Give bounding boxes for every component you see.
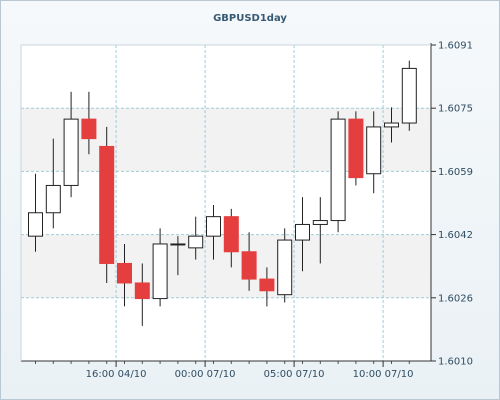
candle: [366, 111, 382, 194]
candle-body-up: [152, 243, 168, 300]
chart-title: GBPUSD1day: [213, 13, 287, 24]
candle-body-up: [330, 118, 346, 222]
candle-body-up: [170, 243, 186, 246]
candle-body-up: [401, 67, 417, 124]
candle-body-up: [188, 235, 204, 249]
candle: [170, 236, 186, 276]
candle-body-down: [241, 251, 257, 280]
y-tick-label: 1.6091: [438, 41, 473, 52]
x-tick-label: 05:00 07/10: [264, 369, 325, 380]
y-tick-label: 1.6026: [438, 293, 473, 304]
candle: [188, 216, 204, 260]
candle-body-up: [384, 122, 399, 128]
candle-body-up: [206, 216, 221, 237]
candle-body-up: [277, 239, 293, 296]
y-tick-label: 1.6059: [438, 167, 473, 178]
candle: [223, 208, 239, 268]
candle: [134, 263, 150, 326]
candle: [384, 107, 399, 143]
candle-body-up: [63, 118, 79, 186]
candle-body-down: [81, 118, 97, 140]
candle: [295, 197, 310, 272]
y-tick-label: 1.6010: [438, 357, 473, 368]
candle: [63, 91, 79, 198]
candle: [330, 111, 346, 233]
candle-body-up: [295, 223, 310, 241]
candle-body-up: [28, 212, 43, 237]
candle: [99, 126, 115, 283]
candle: [117, 243, 132, 307]
candle-body-up: [312, 220, 328, 225]
candle: [152, 228, 168, 307]
candle-body-up: [45, 184, 61, 214]
y-tick-label: 1.6042: [438, 230, 473, 241]
y-tick-label: 1.6075: [438, 104, 473, 115]
candle-body-down: [259, 278, 275, 292]
candle-body-down: [223, 216, 239, 253]
x-tick-label: 16:00 04/10: [86, 369, 147, 380]
candle: [348, 111, 364, 186]
candle: [241, 232, 257, 291]
candle: [206, 204, 221, 260]
candle: [45, 138, 61, 229]
x-tick-label: 10:00 07/10: [353, 369, 414, 380]
plot-area: [21, 45, 431, 361]
candle: [81, 91, 97, 155]
candle: [277, 228, 293, 303]
x-tick-label: 00:00 07/10: [175, 369, 236, 380]
candle-body-down: [134, 282, 150, 300]
candle-body-down: [117, 262, 132, 284]
candle-body-down: [99, 145, 115, 264]
candle: [312, 197, 328, 264]
candle: [259, 267, 275, 307]
candle: [28, 173, 43, 252]
candle-body-up: [366, 126, 382, 175]
candle-body-down: [348, 118, 364, 179]
candle: [401, 60, 417, 131]
